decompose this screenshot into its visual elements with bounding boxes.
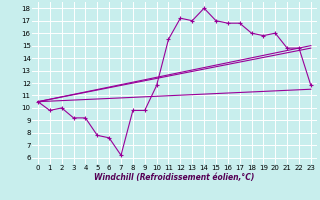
X-axis label: Windchill (Refroidissement éolien,°C): Windchill (Refroidissement éolien,°C) (94, 173, 255, 182)
